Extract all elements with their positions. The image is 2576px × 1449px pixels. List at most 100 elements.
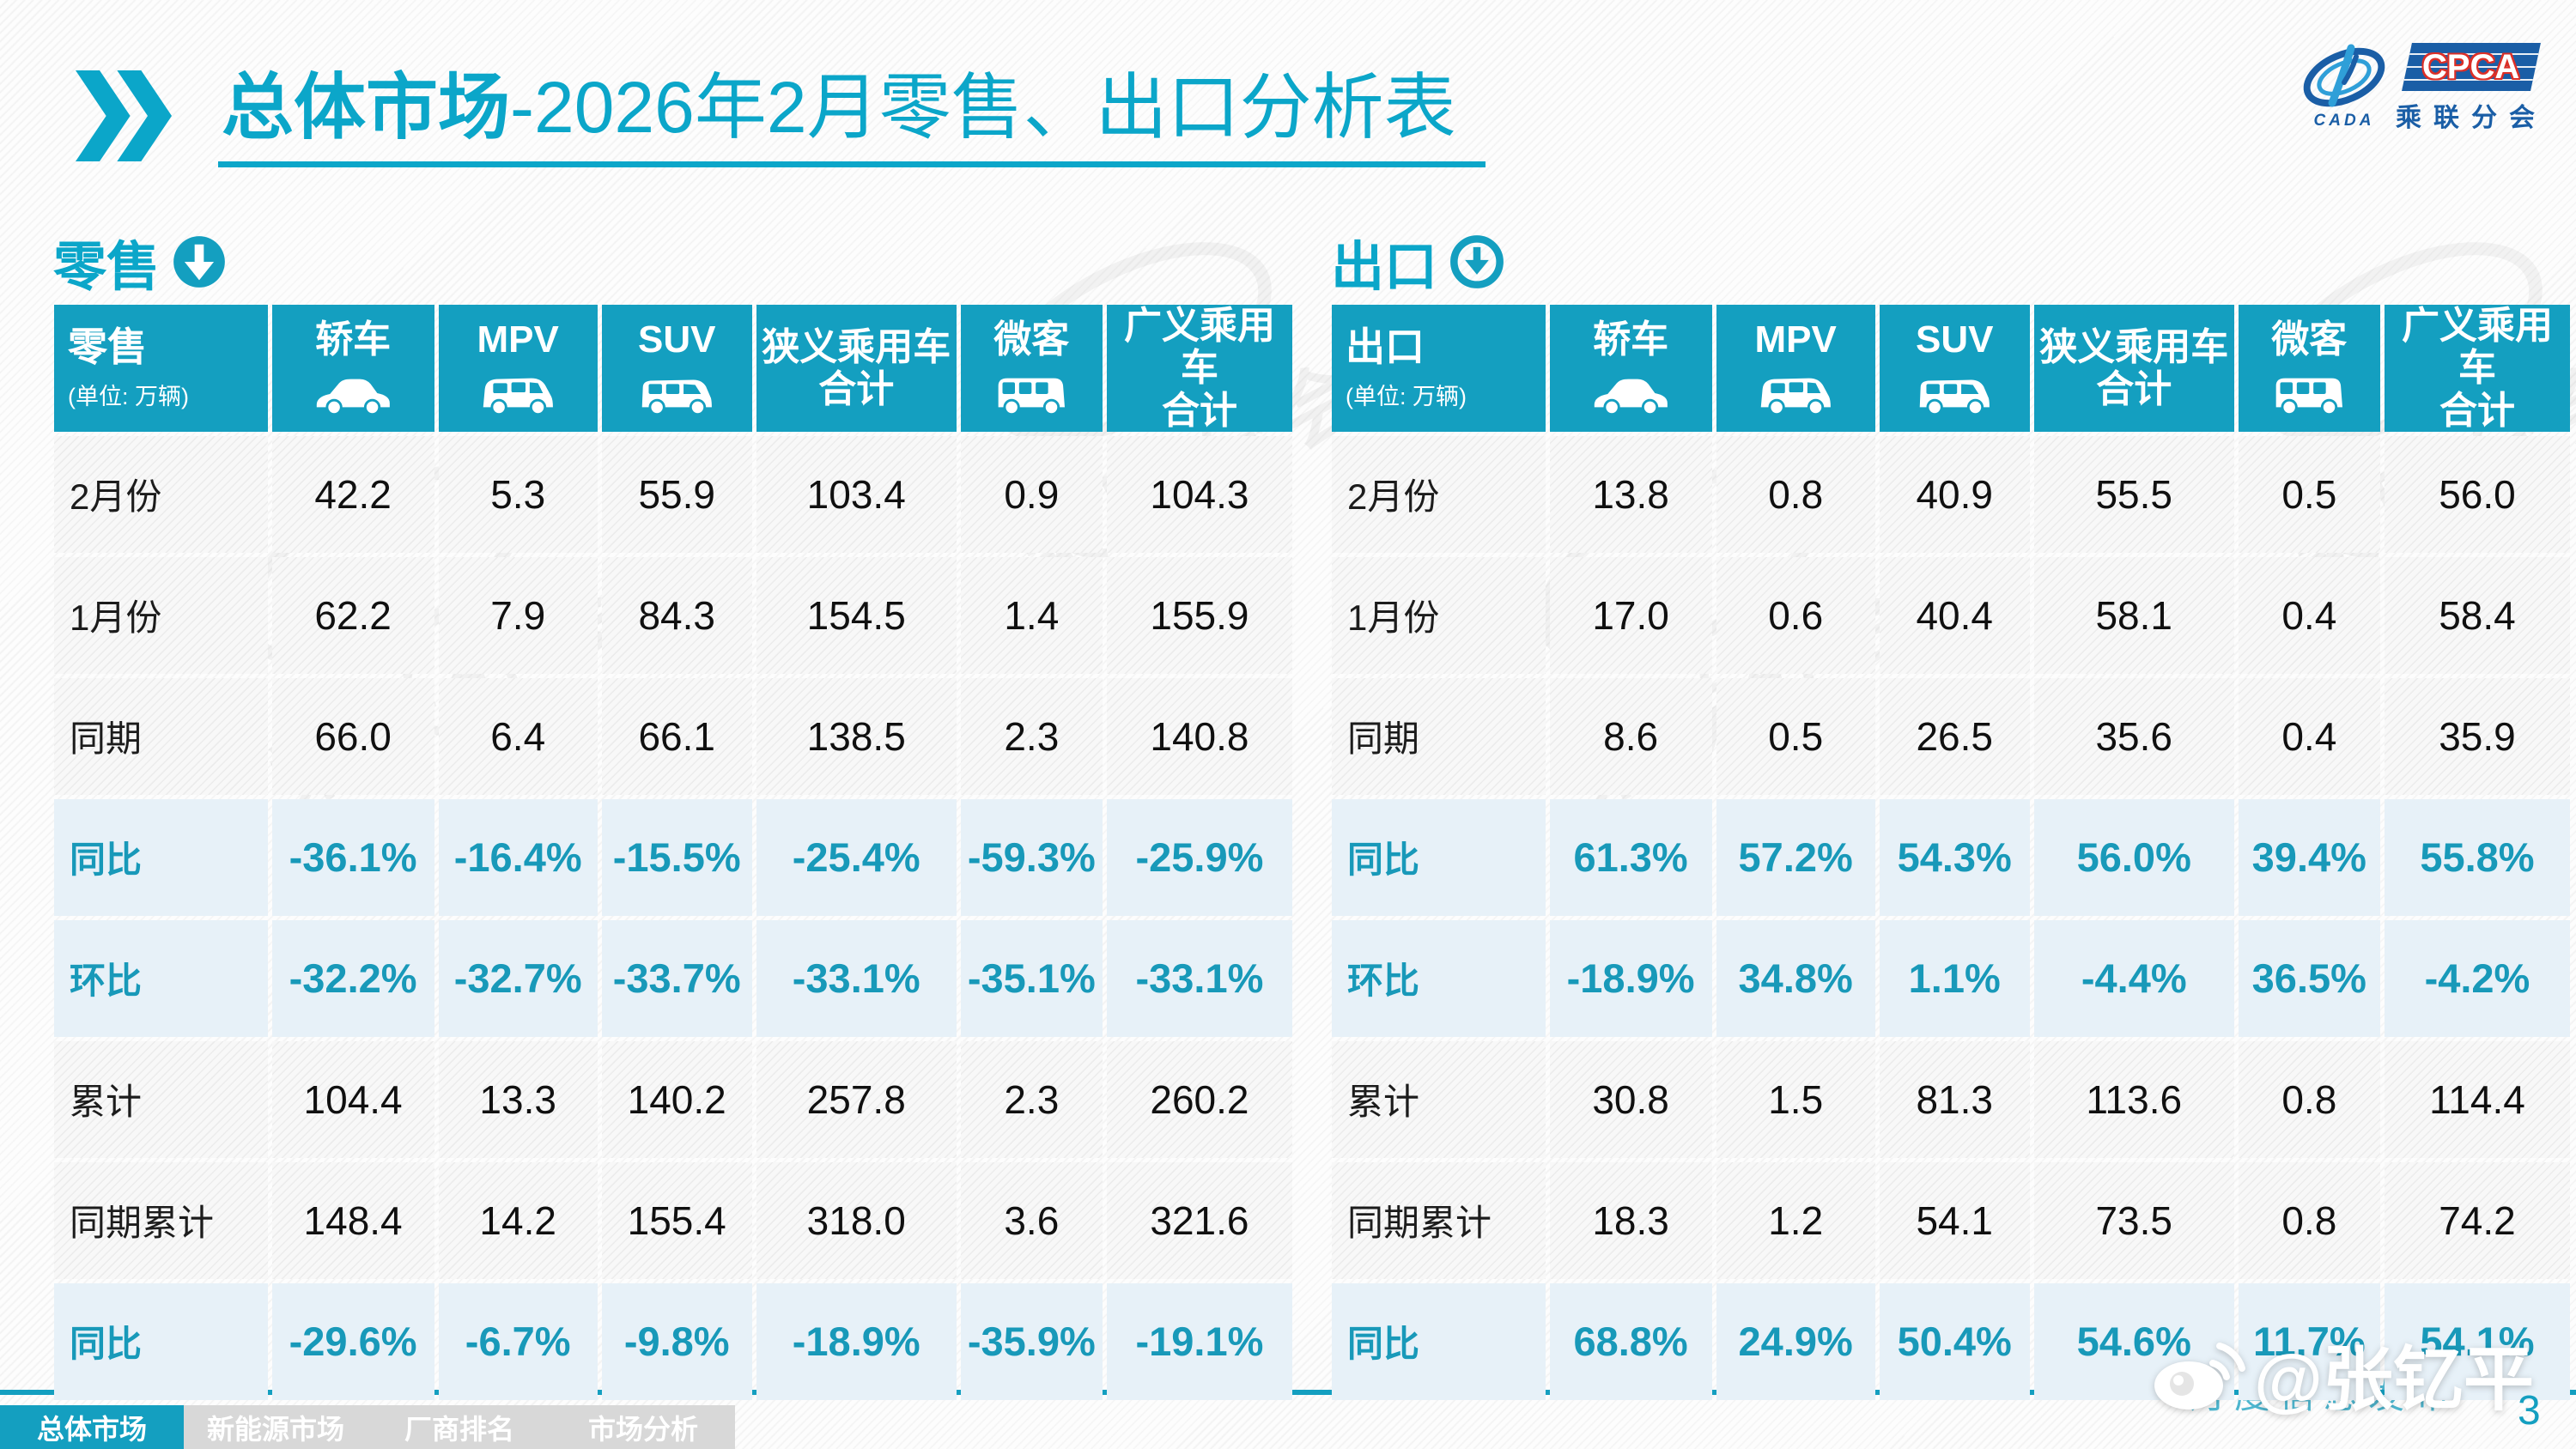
column-header-2: SUV [601,305,752,432]
value-cell: 104.4 [271,1040,434,1158]
column-header-4: 微客 [2238,305,2380,432]
retail-section-label: 零售 [53,223,227,300]
column-header-0: 轿车 [271,305,434,432]
value-cell: -59.3% [960,798,1103,916]
table-row: 环比 -18.9% 34.8% 1.1% -4.4% 36.5% -4.2% [1332,919,2570,1037]
value-cell: 34.8% [1716,919,1875,1037]
row-label-cell: 环比 [54,919,268,1037]
table-row: 同期 8.6 0.5 26.5 35.6 0.4 35.9 [1332,677,2570,795]
column-sublabel: 合计 [2439,389,2515,432]
value-cell: -32.7% [438,919,598,1037]
value-cell: 1.4 [960,556,1103,674]
value-cell: 0.8 [2238,1040,2380,1158]
table-row: 同比 61.3% 57.2% 54.3% 56.0% 39.4% 55.8% [1332,798,2570,916]
row-label-cell: 同期 [1332,677,1546,795]
value-cell: 0.6 [1716,556,1875,674]
value-cell: 0.5 [2238,435,2380,553]
value-cell: -18.9% [1549,919,1712,1037]
export-section-text: 出口 [1331,238,1438,297]
value-cell: 50.4% [1879,1282,2030,1400]
sedan-icon [1589,368,1673,418]
value-cell: -33.7% [601,919,752,1037]
column-label: 微客 [2271,318,2348,361]
value-cell: -25.4% [756,798,957,916]
table-row: 累计 104.4 13.3 140.2 257.8 2.3 260.2 [54,1040,1292,1158]
value-cell: 155.4 [601,1161,752,1279]
value-cell: 154.5 [756,556,957,674]
value-cell: 55.8% [2384,798,2570,916]
value-cell: 35.9 [2384,677,2570,795]
microvan-icon [2268,368,2351,418]
value-cell: -16.4% [438,798,598,916]
column-header-2: SUV [1879,305,2030,432]
value-cell: 0.4 [2238,556,2380,674]
column-header-1: MPV [438,305,598,432]
nav-tab-oem-ranking[interactable]: 厂商排名 [368,1405,551,1449]
row-label-cell: 同比 [54,1282,268,1400]
column-label: MPV [1754,318,1837,361]
value-cell: 42.2 [271,435,434,553]
row-label-cell: 2月份 [54,435,268,553]
value-cell: -36.1% [271,798,434,916]
value-cell: -18.9% [756,1282,957,1400]
nav-tab-overall-market[interactable]: 总体市场 [0,1405,184,1449]
column-label: 狭义乘用车 [762,325,951,368]
value-cell: 104.3 [1106,435,1292,553]
value-cell: -6.7% [438,1282,598,1400]
table-row: 2月份 42.2 5.3 55.9 103.4 0.9 104.3 [54,435,1292,553]
circle-down-arrow-filled-icon [173,236,225,288]
value-cell: 54.3% [1879,798,2030,916]
column-label: 广义乘用车 [1123,305,1275,390]
table-row: 同比 -29.6% -6.7% -9.8% -18.9% -35.9% -19.1% [54,1282,1292,1400]
value-cell: 8.6 [1549,677,1712,795]
column-label: 轿车 [315,318,392,361]
value-cell: 54.1% [2384,1282,2570,1400]
column-sublabel: 合计 [818,367,895,410]
value-cell: -25.9% [1106,798,1292,916]
table-row: 1月份 62.2 7.9 84.3 154.5 1.4 155.9 [54,556,1292,674]
value-cell: 68.8% [1549,1282,1712,1400]
circle-down-arrow-ring-icon [1450,235,1504,288]
sedan-icon [312,368,395,418]
column-sublabel: 合计 [1161,389,1237,432]
nav-tab-nev-market[interactable]: 新能源市场 [184,1405,368,1449]
value-cell: 40.9 [1879,435,2030,553]
value-cell: 18.3 [1549,1161,1712,1279]
value-cell: 148.4 [271,1161,434,1279]
table-row: 环比 -32.2% -32.7% -33.7% -33.1% -35.1% -33.1% [54,919,1292,1037]
value-cell: 140.8 [1106,677,1292,795]
row-label-cell: 同期 [54,677,268,795]
value-cell: 39.4% [2238,798,2380,916]
retail-table: 零售 (单位: 万辆) 轿车 MPV SUV 狭义乘用车 合计 微客 广义乘用车 合计 2月份 42.… [50,300,1297,1404]
value-cell: -29.6% [271,1282,434,1400]
value-cell: 3.6 [960,1161,1103,1279]
value-cell: 74.2 [2384,1161,2570,1279]
value-cell: -4.4% [2033,919,2234,1037]
value-cell: 2.3 [960,1040,1103,1158]
value-cell: -33.1% [756,919,957,1037]
value-cell: -19.1% [1106,1282,1292,1400]
value-cell: 0.9 [960,435,1103,553]
value-cell: 0.5 [1716,677,1875,795]
column-header-3: 狭义乘用车 合计 [2033,305,2234,432]
value-cell: 26.5 [1879,677,2030,795]
row-label-cell: 同期累计 [1332,1161,1546,1279]
value-cell: -33.1% [1106,919,1292,1037]
column-header-4: 微客 [960,305,1103,432]
row-label-cell: 累计 [1332,1040,1546,1158]
mpv-icon [477,368,560,418]
value-cell: 0.8 [2238,1161,2380,1279]
value-cell: 81.3 [1879,1040,2030,1158]
weibo-watermark: @张钇平 [2151,1322,2534,1424]
value-cell: 11.7% [2238,1282,2380,1400]
cpca-text: CPCA [2422,47,2520,86]
table-corner-cell: 出口 (单位: 万辆) [1332,305,1546,432]
value-cell: 318.0 [756,1161,957,1279]
nav-tab-market-analysis[interactable]: 市场分析 [551,1405,735,1449]
value-cell: 0.4 [2238,677,2380,795]
column-label: SUV [1915,318,1994,361]
value-cell: 36.5% [2238,919,2380,1037]
mpv-icon [1754,368,1838,418]
cpca-logo: CADA CPCA 乘联分会 [2300,43,2547,134]
value-cell: 56.0% [2033,798,2234,916]
